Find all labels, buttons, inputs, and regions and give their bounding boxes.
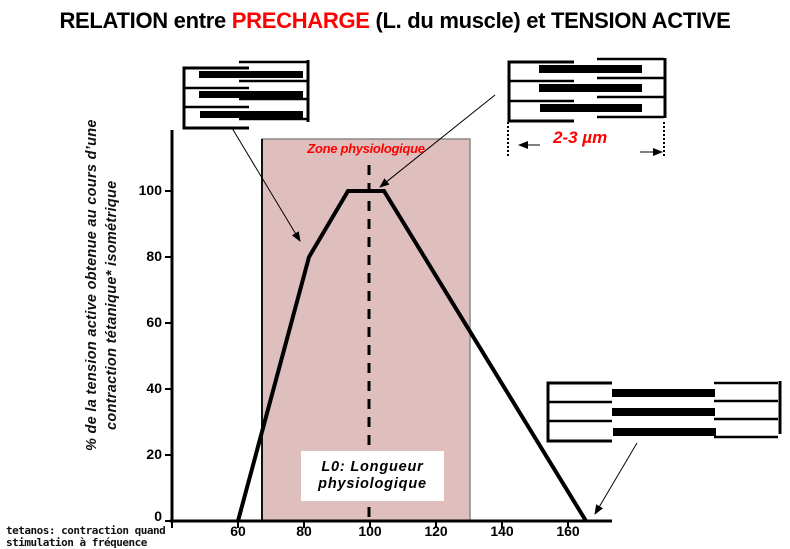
x-tick-60: 60: [230, 523, 246, 539]
y-axis-label-line1: % de la tension active obtenue au cours …: [84, 119, 100, 451]
title-prefix: RELATION entre: [59, 8, 232, 33]
x-tick-140: 140: [490, 523, 514, 539]
arrow-short-sarcomere: [231, 127, 301, 242]
title-suffix: (L. du muscle) et TENSION ACTIVE: [369, 8, 731, 33]
y-tick-60: 60: [146, 314, 162, 330]
arrow-stretched-sarcomere: [594, 442, 638, 515]
footnote: tetanos: contraction quand stimulation à…: [6, 524, 166, 549]
tension-curve: [236, 189, 588, 523]
l0-label-line2: physiologique: [318, 476, 427, 492]
x-tick-120: 120: [424, 523, 448, 539]
sarcomere-short-icon: [182, 60, 310, 130]
y-tick-20: 20: [146, 446, 162, 462]
x-tick-160: 160: [556, 523, 580, 539]
y-tick-100: 100: [138, 182, 162, 198]
zone-physiologique-label: Zone physiologique: [307, 141, 425, 156]
l0-label-line1: L0: Longueur: [321, 459, 424, 475]
footnote-line2: stimulation à fréquence: [6, 536, 147, 549]
arrow-optimal-sarcomere: [379, 94, 496, 188]
y-axis-label-line2: contraction tétanique* isométrique: [104, 180, 120, 431]
y-ticks: [165, 190, 172, 522]
sarcomere-stretched-icon: [546, 381, 782, 443]
l0-label-box: L0: Longueur physiologique: [301, 451, 444, 501]
y-tick-80: 80: [146, 248, 162, 264]
x-tick-80: 80: [296, 523, 312, 539]
y-tick-0: 0: [154, 508, 162, 524]
title-highlight: PRECHARGE: [231, 8, 370, 33]
y-tick-40: 40: [146, 380, 162, 396]
x-ticks: [171, 521, 569, 528]
sarcomere-length-label: 2-3 µm: [553, 128, 608, 147]
page-title: RELATION entre PRECHARGE (L. du muscle) …: [0, 8, 790, 34]
x-tick-100: 100: [358, 523, 382, 539]
footnote-line1: tetanos: contraction quand: [6, 524, 166, 537]
sarcomere-optimal-icon: [507, 57, 667, 158]
